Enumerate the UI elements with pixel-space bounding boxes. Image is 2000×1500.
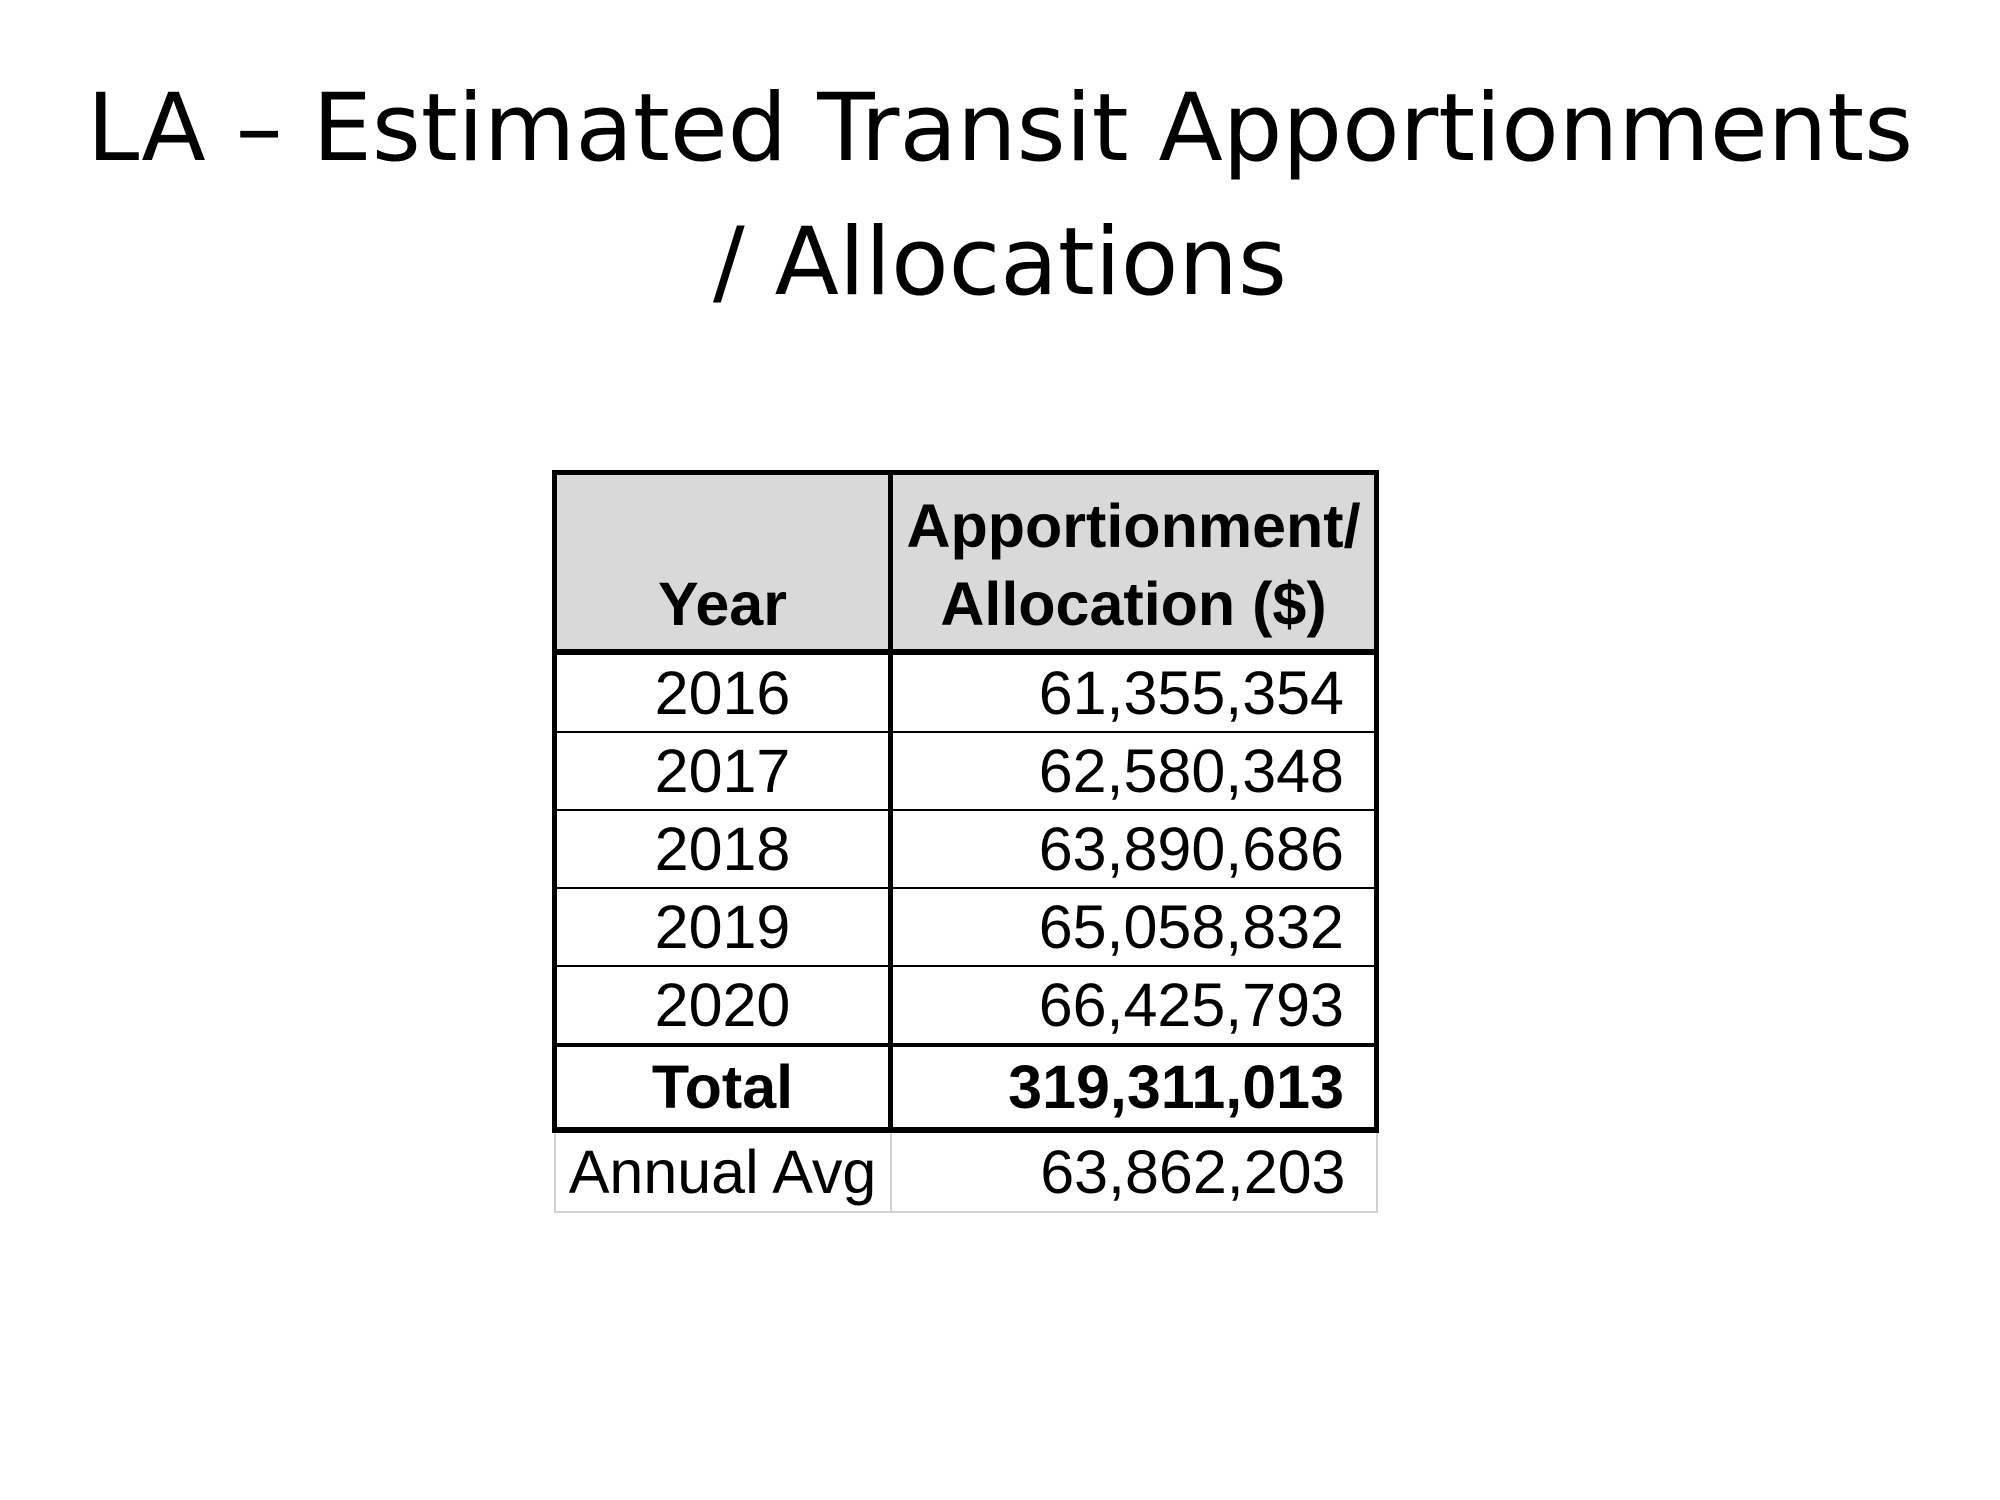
amount-cell: 62,580,348 [888, 731, 1379, 811]
amount-header-label-line-1: Apportionment/ [906, 492, 1361, 560]
allocation-table: Year Apportionment/ Allocation ($) 2016 … [552, 470, 1379, 1213]
year-rows: 2016 61,355,354 2017 62,580,348 2018 63,… [552, 651, 1379, 1046]
allocation-table-container: Year Apportionment/ Allocation ($) 2016 … [552, 470, 1379, 1213]
total-row: Total 319,311,013 [552, 1043, 1379, 1133]
slide-title-line-1: LA – Estimated Transit Apportionments [86, 74, 1914, 183]
amount-header-label-line-2: Allocation ($) [940, 570, 1327, 638]
summary-rows: Total 319,311,013 Annual Avg 63,862,203 [552, 1043, 1379, 1213]
annual-avg-row: Annual Avg 63,862,203 [553, 1130, 1378, 1213]
table-row: 2018 63,890,686 [552, 809, 1379, 889]
table-header-row: Year Apportionment/ Allocation ($) [552, 470, 1379, 655]
table-row: 2019 65,058,832 [552, 887, 1379, 967]
annual-avg-amount: 63,862,203 [889, 1130, 1378, 1213]
table-row: 2016 61,355,354 [552, 651, 1379, 733]
year-cell: 2017 [552, 731, 893, 811]
year-cell: 2018 [552, 809, 893, 889]
year-cell: 2016 [552, 651, 893, 733]
year-cell: 2020 [552, 965, 893, 1046]
total-label: Total [552, 1043, 893, 1133]
table-row: 2017 62,580,348 [552, 731, 1379, 811]
slide-title-line-2: / Allocations [713, 208, 1287, 317]
amount-column-header: Apportionment/ Allocation ($) [888, 470, 1379, 655]
amount-cell: 63,890,686 [888, 809, 1379, 889]
year-cell: 2019 [552, 887, 893, 967]
slide-title: LA – Estimated Transit Apportionments / … [0, 62, 2000, 330]
year-header-label: Year [658, 570, 787, 638]
table-row: 2020 66,425,793 [552, 965, 1379, 1046]
amount-cell: 65,058,832 [888, 887, 1379, 967]
amount-cell: 61,355,354 [888, 651, 1379, 733]
annual-avg-label: Annual Avg [553, 1130, 892, 1213]
amount-cell: 66,425,793 [888, 965, 1379, 1046]
total-amount: 319,311,013 [888, 1043, 1379, 1133]
year-column-header: Year [552, 470, 893, 655]
